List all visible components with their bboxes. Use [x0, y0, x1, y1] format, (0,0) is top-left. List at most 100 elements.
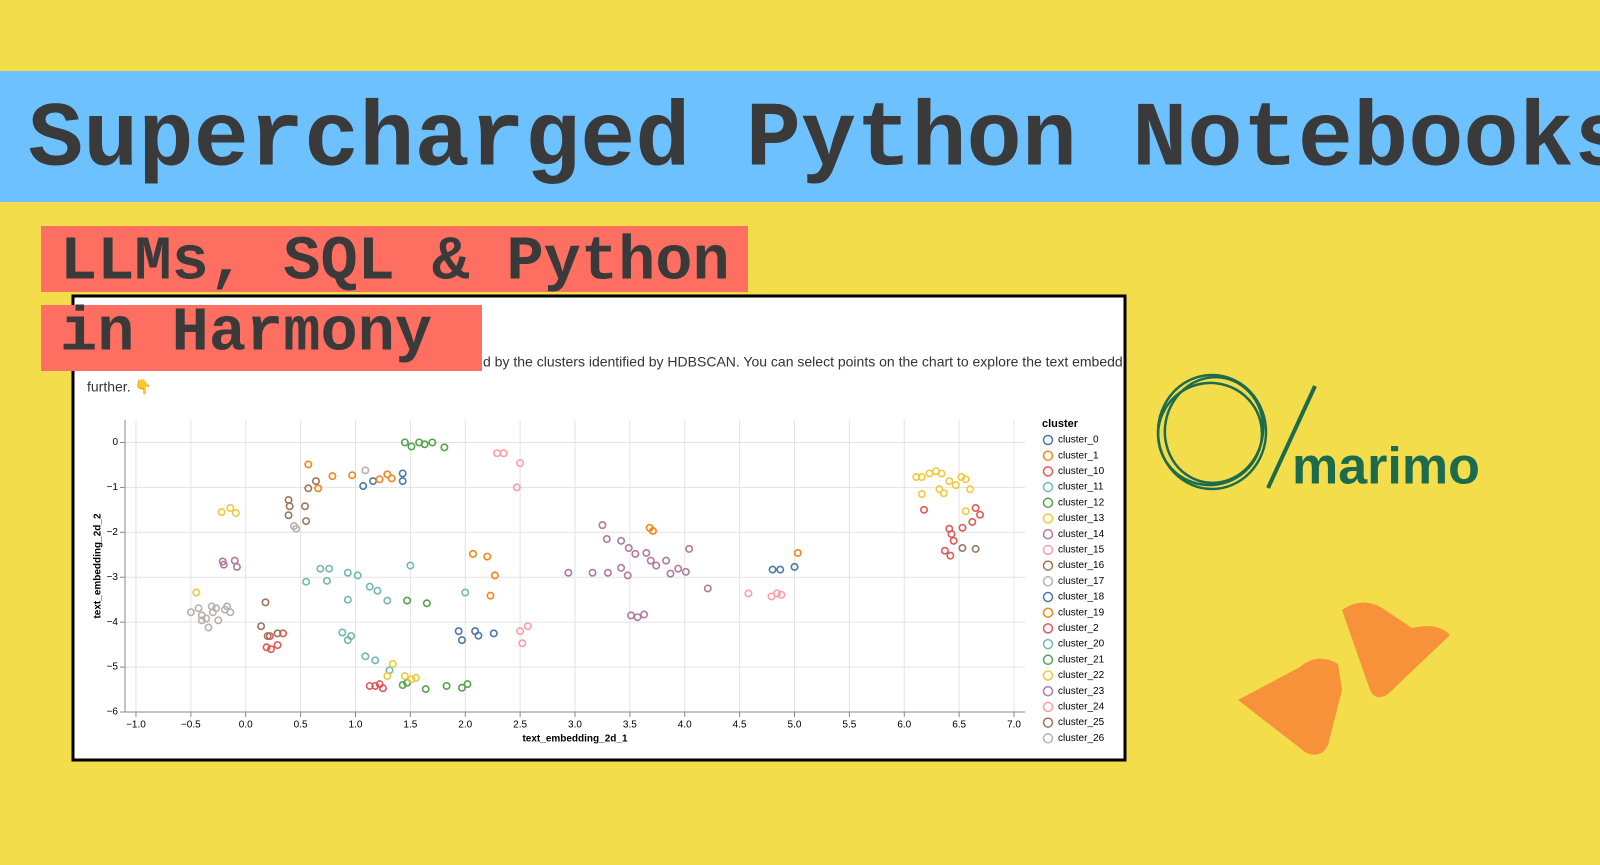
- point: [681, 567, 690, 576]
- point: [302, 577, 311, 586]
- point: [262, 643, 271, 652]
- point: [602, 535, 611, 544]
- point: [937, 469, 946, 478]
- x-tick-label: 2.0: [458, 720, 472, 731]
- x-tick-label: 4.5: [733, 720, 747, 731]
- x-tick-label: −1.0: [126, 720, 146, 731]
- point: [421, 685, 430, 694]
- legend-label: cluster_20: [1058, 639, 1105, 650]
- point: [231, 508, 240, 517]
- logo-mark: [1156, 373, 1317, 491]
- point: [971, 544, 980, 553]
- point: [365, 582, 374, 591]
- point: [388, 659, 397, 668]
- legend-label: cluster_14: [1058, 529, 1105, 540]
- point: [947, 530, 956, 539]
- legend-symbol: [1042, 607, 1054, 618]
- legend-label: cluster_22: [1058, 670, 1105, 681]
- point: [516, 627, 525, 636]
- point: [917, 490, 926, 499]
- point: [442, 681, 451, 690]
- point: [232, 562, 241, 571]
- point: [490, 571, 499, 580]
- point: [300, 502, 309, 511]
- point: [400, 672, 409, 681]
- point: [516, 459, 525, 468]
- legend-symbol: [1042, 513, 1054, 524]
- point: [483, 552, 492, 561]
- point: [588, 568, 597, 577]
- x-tick-label: 2.5: [513, 720, 527, 731]
- legend-label: cluster_15: [1058, 545, 1105, 556]
- point: [945, 477, 954, 486]
- point: [359, 482, 368, 491]
- point: [461, 588, 470, 597]
- point: [939, 489, 948, 498]
- point: [623, 571, 632, 580]
- legend-label: cluster_11: [1058, 482, 1104, 493]
- point: [406, 561, 415, 570]
- point: [468, 549, 477, 558]
- point: [912, 473, 921, 482]
- point: [920, 505, 929, 514]
- point: [316, 564, 325, 573]
- point: [273, 629, 282, 638]
- y-tick-label: −6: [107, 707, 119, 718]
- legend-symbol: [1042, 717, 1054, 728]
- point: [958, 523, 967, 532]
- point: [917, 473, 926, 482]
- chart: d by the clusters identified by HDBSCAN.…: [87, 354, 1124, 745]
- point: [353, 571, 362, 580]
- point: [398, 469, 407, 478]
- legend-label: cluster_0: [1058, 435, 1099, 446]
- point: [642, 548, 651, 557]
- legend-symbol: [1042, 591, 1054, 603]
- point: [223, 602, 232, 611]
- point: [407, 675, 416, 684]
- subtitle-box: [41, 305, 482, 371]
- x-tick-label: 5.5: [842, 720, 856, 731]
- legend-label: cluster_24: [1058, 702, 1105, 713]
- point: [428, 438, 437, 447]
- point: [968, 517, 977, 526]
- legend-label: cluster_19: [1058, 607, 1105, 618]
- point: [440, 443, 449, 452]
- point: [411, 673, 420, 682]
- point: [398, 477, 407, 486]
- point: [361, 466, 370, 475]
- x-tick-label: 7.0: [1007, 720, 1021, 731]
- legend-label: cluster_10: [1058, 466, 1105, 477]
- point: [375, 475, 384, 484]
- point: [958, 544, 967, 553]
- legend-symbol: [1042, 466, 1054, 477]
- point: [961, 475, 970, 484]
- point: [512, 483, 521, 492]
- point: [365, 681, 374, 690]
- point: [768, 565, 777, 574]
- legend-label: cluster_25: [1058, 717, 1105, 728]
- point: [666, 569, 675, 578]
- point: [772, 589, 781, 598]
- y-tick-label: −5: [107, 662, 119, 673]
- subtitle-box: [41, 226, 748, 292]
- x-tick-label: 3.5: [623, 720, 637, 731]
- point: [499, 449, 508, 458]
- subtitle: in Harmony: [60, 297, 432, 368]
- page-title: Supercharged Python Notebooks: [28, 87, 1600, 192]
- legend-symbol: [1042, 544, 1054, 556]
- point: [328, 472, 337, 481]
- point: [202, 614, 211, 623]
- point: [219, 560, 228, 569]
- point: [463, 680, 472, 689]
- y-tick-label: −4: [107, 617, 119, 628]
- point: [279, 629, 288, 638]
- point: [197, 616, 206, 625]
- point: [186, 608, 195, 617]
- point: [373, 586, 382, 595]
- point: [457, 683, 466, 692]
- point: [966, 485, 975, 494]
- point: [194, 604, 203, 613]
- x-tick-label: 6.5: [952, 720, 966, 731]
- x-tick-label: 3.0: [568, 720, 582, 731]
